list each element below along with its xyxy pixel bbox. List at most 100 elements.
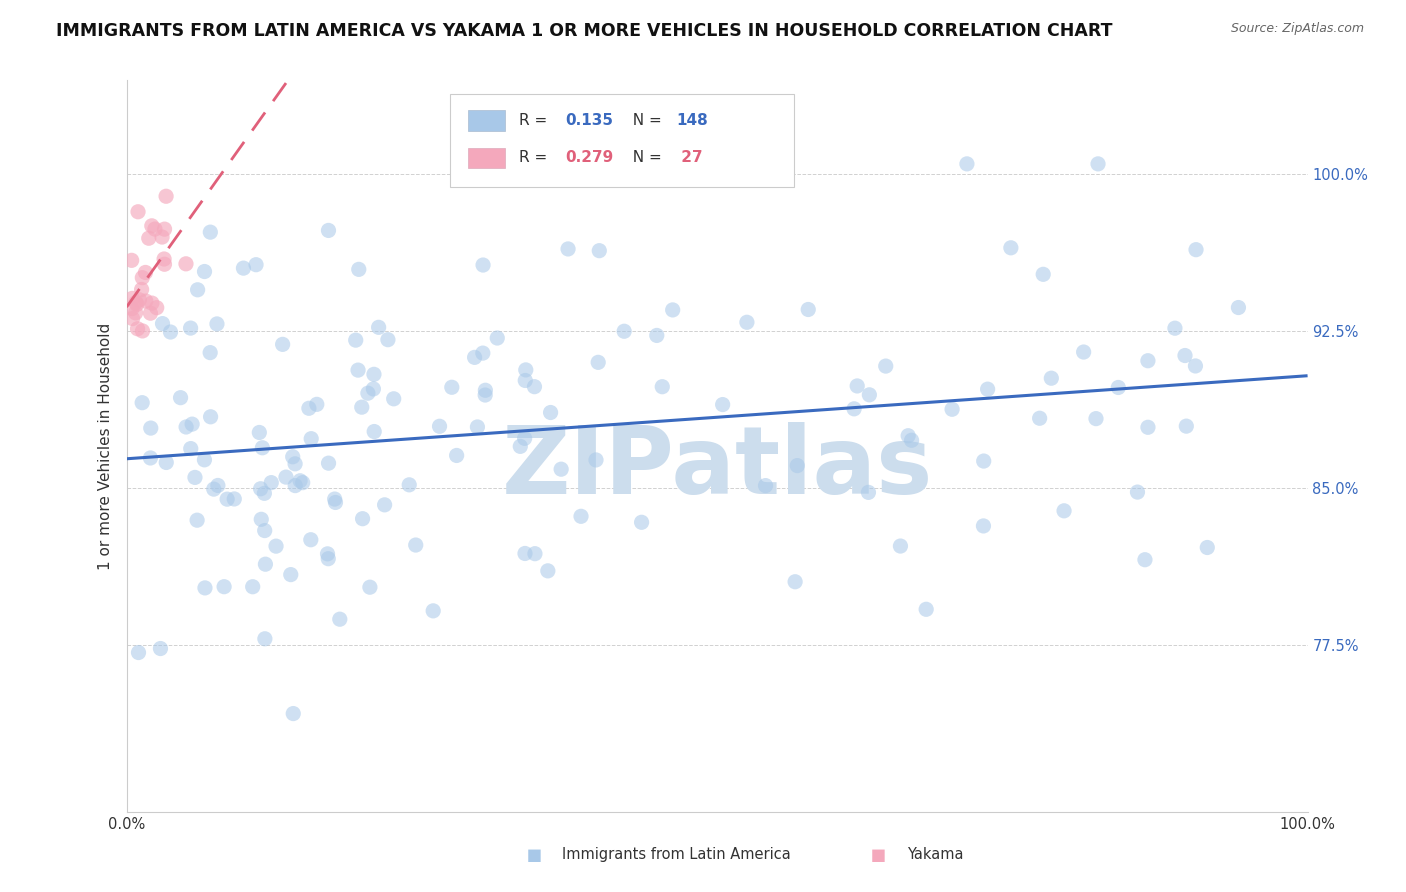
Point — [159, 325, 181, 339]
Point — [207, 478, 229, 492]
Point — [264, 539, 287, 553]
Point — [897, 428, 920, 442]
Point — [464, 351, 486, 365]
Point — [786, 458, 808, 473]
Point — [1040, 371, 1063, 385]
Point — [1197, 541, 1219, 555]
Point — [585, 453, 607, 467]
Point — [1126, 485, 1149, 500]
Point — [1028, 411, 1050, 425]
Point — [513, 431, 536, 445]
Point — [557, 242, 579, 256]
Point — [252, 441, 274, 455]
Point — [253, 524, 276, 538]
Point — [153, 252, 176, 266]
Text: 0.135: 0.135 — [565, 113, 613, 128]
Point — [661, 302, 683, 317]
Point — [180, 321, 202, 335]
Point — [127, 322, 149, 336]
Point — [153, 222, 176, 236]
Point — [1053, 504, 1076, 518]
Point — [253, 632, 276, 646]
Point — [1184, 359, 1206, 373]
Point — [363, 425, 385, 439]
Point — [509, 439, 531, 453]
Text: IMMIGRANTS FROM LATIN AMERICA VS YAKAMA 1 OR MORE VEHICLES IN HOUSEHOLD CORRELAT: IMMIGRANTS FROM LATIN AMERICA VS YAKAMA … — [56, 22, 1112, 40]
Point — [149, 641, 172, 656]
Point — [180, 442, 202, 456]
Point — [374, 498, 396, 512]
Point — [1164, 321, 1187, 335]
Text: Source: ZipAtlas.com: Source: ZipAtlas.com — [1230, 22, 1364, 36]
Point — [305, 397, 328, 411]
Point — [1000, 241, 1022, 255]
Point — [973, 454, 995, 468]
Point — [121, 301, 143, 316]
Point — [329, 612, 352, 626]
Point — [193, 264, 215, 278]
Text: N =: N = — [623, 113, 666, 128]
Point — [367, 320, 389, 334]
Point — [298, 401, 321, 416]
Point — [344, 333, 367, 347]
Point — [274, 470, 297, 484]
Point — [1085, 411, 1108, 425]
Point — [471, 346, 494, 360]
Text: R =: R = — [519, 151, 553, 165]
Point — [422, 604, 444, 618]
Point — [200, 225, 222, 239]
Point — [645, 328, 668, 343]
Point — [169, 391, 191, 405]
Point — [198, 345, 221, 359]
Point — [467, 420, 489, 434]
Text: Immigrants from Latin America: Immigrants from Latin America — [562, 847, 792, 862]
Point — [363, 382, 385, 396]
Point — [128, 646, 150, 660]
Point — [152, 317, 174, 331]
Text: 0.279: 0.279 — [565, 151, 613, 165]
Point — [323, 491, 346, 506]
Point — [318, 456, 340, 470]
Point — [194, 581, 217, 595]
Point — [131, 270, 153, 285]
Point — [125, 295, 148, 310]
Point — [474, 388, 496, 402]
Point — [472, 258, 495, 272]
Point — [155, 189, 177, 203]
Text: N =: N = — [623, 151, 666, 165]
Point — [1073, 345, 1095, 359]
Point — [150, 230, 173, 244]
Point — [291, 475, 314, 490]
Point — [382, 392, 405, 406]
Point — [318, 223, 340, 237]
Text: ZIPatlas: ZIPatlas — [502, 422, 932, 514]
Point — [145, 301, 167, 315]
Point — [842, 401, 865, 416]
Point — [398, 478, 420, 492]
Point — [359, 580, 381, 594]
Point — [588, 244, 610, 258]
Point — [247, 425, 270, 440]
Point — [972, 519, 994, 533]
Point — [363, 368, 385, 382]
Point — [135, 294, 157, 309]
Point — [537, 564, 560, 578]
Point — [299, 432, 322, 446]
Point — [858, 388, 880, 402]
Point — [139, 450, 162, 465]
Point — [316, 547, 339, 561]
Point — [523, 547, 546, 561]
Point — [429, 419, 451, 434]
Point — [550, 462, 572, 476]
Point — [283, 706, 305, 721]
Point — [202, 482, 225, 496]
Text: 148: 148 — [676, 113, 709, 128]
Point — [143, 222, 166, 236]
Point — [846, 379, 869, 393]
Point — [212, 580, 235, 594]
Point — [271, 337, 294, 351]
Point — [1185, 243, 1208, 257]
Point — [181, 417, 204, 431]
Point — [128, 293, 150, 307]
Point — [205, 317, 228, 331]
